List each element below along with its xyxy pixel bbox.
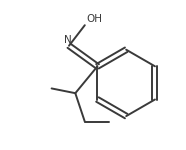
Text: N: N: [64, 35, 72, 45]
Text: OH: OH: [86, 14, 102, 24]
